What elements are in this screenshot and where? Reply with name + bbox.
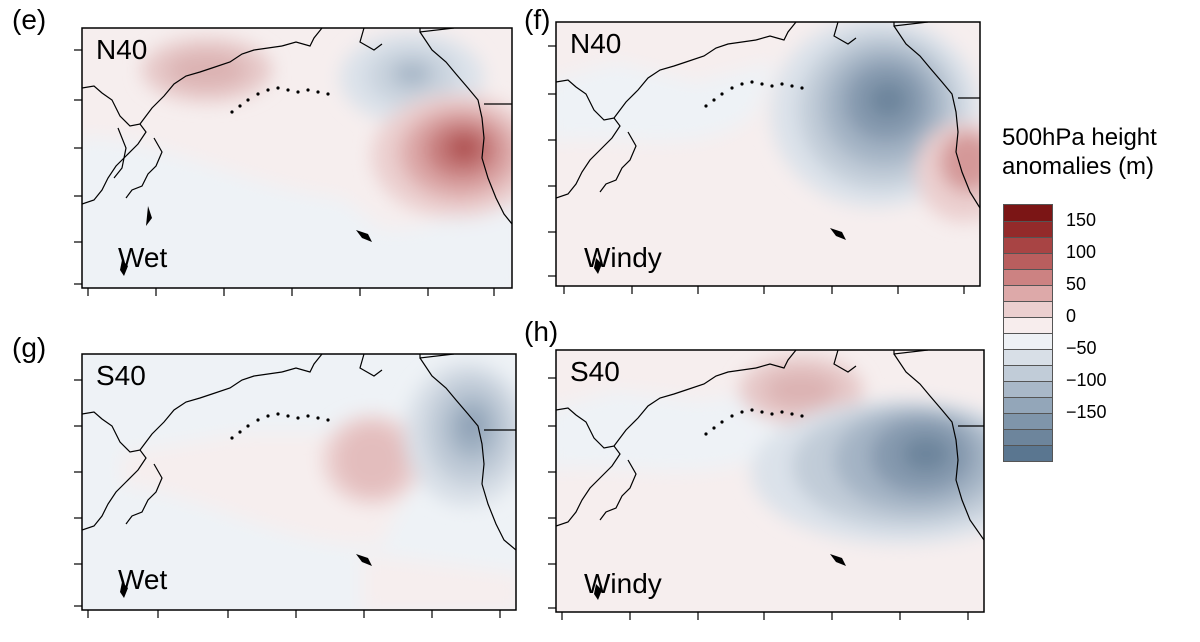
- map-panel-f: N40 Windy: [548, 21, 981, 294]
- colorbar-cell: [1004, 381, 1052, 397]
- colorbar-cell: [1004, 413, 1052, 429]
- axis-ticks: [548, 377, 969, 620]
- colorbar-cell: [1004, 365, 1052, 381]
- panel-label-h: (h): [524, 316, 559, 347]
- islands: [120, 412, 372, 598]
- colorbar-cell: [1004, 397, 1052, 413]
- colorbar-cell: [1004, 253, 1052, 269]
- islands: [594, 80, 846, 274]
- colorbar-cell: [1004, 429, 1052, 445]
- colorbar-cell: [1004, 269, 1052, 285]
- map-frame: [81, 27, 513, 289]
- colorbar-tick-label: 50: [1066, 274, 1087, 294]
- anomaly-field: [556, 22, 980, 222]
- colorbar-cell: [1004, 445, 1052, 461]
- colorbar-cell: [1004, 221, 1052, 237]
- legend-title-line2: anomalies (m): [1002, 152, 1155, 180]
- anomaly-field: [122, 362, 516, 610]
- colorbar-cell: [1004, 317, 1052, 333]
- panel-type-label: Windy: [584, 242, 662, 273]
- map-frame: [81, 353, 517, 611]
- axis-ticks: [548, 45, 965, 294]
- panel-title: N40: [96, 34, 148, 65]
- map-panel-g: S40 Wet: [74, 353, 517, 618]
- map-panel-g-svg: [74, 353, 517, 618]
- colorbar-cell: [1004, 333, 1052, 349]
- anomaly-field: [556, 356, 984, 544]
- map-panel-f-svg: [548, 21, 981, 294]
- legend-title: 500hPa height anomalies (m): [1002, 124, 1157, 182]
- panel-type-label: Windy: [584, 568, 662, 599]
- panel-type-label: Wet: [118, 564, 168, 595]
- map-panel-e-svg: [74, 27, 513, 296]
- axis-ticks: [74, 49, 495, 296]
- colorbar-cell: [1004, 349, 1052, 365]
- colorbar-cell: [1004, 237, 1052, 253]
- panel-label-e: (e): [12, 4, 47, 35]
- coastlines: [556, 350, 984, 541]
- colorbar-cell: [1004, 205, 1052, 221]
- coastlines: [82, 28, 512, 225]
- legend-title-line1: 500hPa height: [1002, 124, 1157, 151]
- colorbar-tick-label: 150: [1066, 210, 1097, 230]
- panel-label-g: (g): [12, 332, 47, 363]
- map-frame: [555, 21, 981, 287]
- anomaly-field: [82, 32, 512, 288]
- colorbar-tick-label: −150: [1066, 402, 1107, 422]
- colorbar-cell: [1004, 301, 1052, 317]
- map-panel-h-svg: [548, 349, 985, 620]
- coastlines: [82, 354, 516, 551]
- islands: [594, 408, 846, 600]
- map-panel-e: N40 Wet: [74, 27, 513, 296]
- colorbar-tick-label: 100: [1066, 242, 1097, 262]
- colorbar-tick-label: −100: [1066, 370, 1107, 390]
- coastlines: [556, 22, 980, 209]
- panel-title: S40: [570, 356, 620, 387]
- map-panel-h: S40 Windy: [548, 349, 985, 620]
- map-frame: [555, 349, 985, 613]
- colorbar-tick-label: 0: [1066, 306, 1077, 326]
- panel-label-f: (f): [524, 4, 551, 35]
- colorbar-tick-label: −50: [1066, 338, 1097, 358]
- colorbar: [1003, 204, 1053, 462]
- panel-title: N40: [570, 28, 622, 59]
- panel-title: S40: [96, 360, 146, 391]
- panel-type-label: Wet: [118, 242, 168, 273]
- axis-ticks: [74, 379, 501, 618]
- islands: [120, 86, 372, 276]
- colorbar-cell: [1004, 285, 1052, 301]
